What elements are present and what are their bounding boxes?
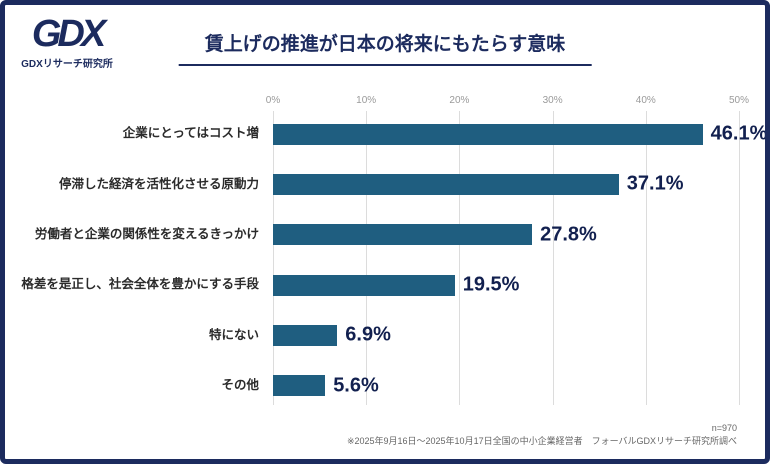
value-label: 27.8% <box>540 223 597 246</box>
bar-track: 6.9% <box>273 323 739 346</box>
bar <box>273 123 703 145</box>
bar-track: 5.6% <box>273 374 739 397</box>
gridline <box>739 111 740 405</box>
survey-footnote: ※2025年9月16日～2025年10月17日全国の中小企業経営者 フォーバルG… <box>346 436 737 446</box>
x-tick: 10% <box>356 95 377 106</box>
gdx-logo-subtitle: GDXリサーチ研究所 <box>21 59 113 70</box>
gridline <box>552 111 554 405</box>
bar-track: 27.8% <box>273 223 739 246</box>
bar-row: 労働者と企業の関係性を変えるきっかけ 27.8% <box>19 210 739 260</box>
bar-row: 格差を是正し、社会全体を豊かにする手段 19.5% <box>19 260 739 310</box>
x-tick: 0% <box>265 95 281 106</box>
value-label: 37.1% <box>626 172 684 195</box>
category-label: 特にない <box>208 327 259 342</box>
x-tick: 50% <box>728 95 750 106</box>
value-label: 5.6% <box>333 374 379 397</box>
bar <box>273 274 455 296</box>
chart-rows: 企業にとってはコスト増 46.1% 停滞した経済を活性化させる原動力 37.1% 労働者… <box>19 109 765 411</box>
category-label: その他 <box>221 377 259 392</box>
value-label: 6.9% <box>345 323 391 346</box>
category-label: 労働者と企業の関係性を変えるきっかけ <box>34 227 259 241</box>
chart-title-wrap: 賃上げの推進が日本の将来にもたらす意味 <box>178 29 592 66</box>
bar-track: 37.1% <box>273 172 739 195</box>
bar-row: 企業にとってはコスト増 46.1% <box>19 109 765 159</box>
bar-row: 停滞した経済を活性化させる原動力 37.1% <box>19 159 739 209</box>
sample-size: n=970 <box>711 423 737 433</box>
gdx-logo: GDX GDXリサーチ研究所 <box>17 15 117 70</box>
gridline <box>366 111 368 405</box>
category-label: 停滞した経済を活性化させる原動力 <box>58 176 259 191</box>
gdx-logo-mark: GDX <box>31 13 106 55</box>
x-tick: 20% <box>449 95 470 106</box>
bar <box>273 324 338 346</box>
x-tick: 30% <box>542 95 563 106</box>
chart-title: 賃上げの推進が日本の将来にもたらす意味 <box>178 29 592 66</box>
category-label: 格差を是正し、社会全体を豊かにする手段 <box>21 277 259 292</box>
value-label: 46.1% <box>710 122 768 145</box>
bar-chart: 0% 10% 20% 30% 40% 50% 企業にとってはコスト増 46.1% 停滞した経済… <box>19 95 765 411</box>
bar <box>273 173 619 195</box>
bar-track: 19.5% <box>273 273 739 296</box>
bar-row: その他 5.6% <box>19 361 739 411</box>
value-label: 19.5% <box>462 273 520 296</box>
gridline <box>459 111 461 405</box>
gridlines <box>273 111 740 405</box>
bar-track: 46.1% <box>273 123 765 145</box>
bar <box>273 224 533 246</box>
bar <box>273 375 326 397</box>
chart-body: 企業にとってはコスト増 46.1% 停滞した経済を活性化させる原動力 37.1% 労働者… <box>19 109 765 411</box>
gridline <box>273 111 274 405</box>
x-tick: 40% <box>635 95 656 106</box>
gridline <box>645 111 647 405</box>
x-axis: 0% 10% 20% 30% 40% 50% <box>266 95 749 109</box>
category-label: 企業にとってはコスト増 <box>122 126 259 141</box>
bar-row: 特にない 6.9% <box>19 310 739 360</box>
